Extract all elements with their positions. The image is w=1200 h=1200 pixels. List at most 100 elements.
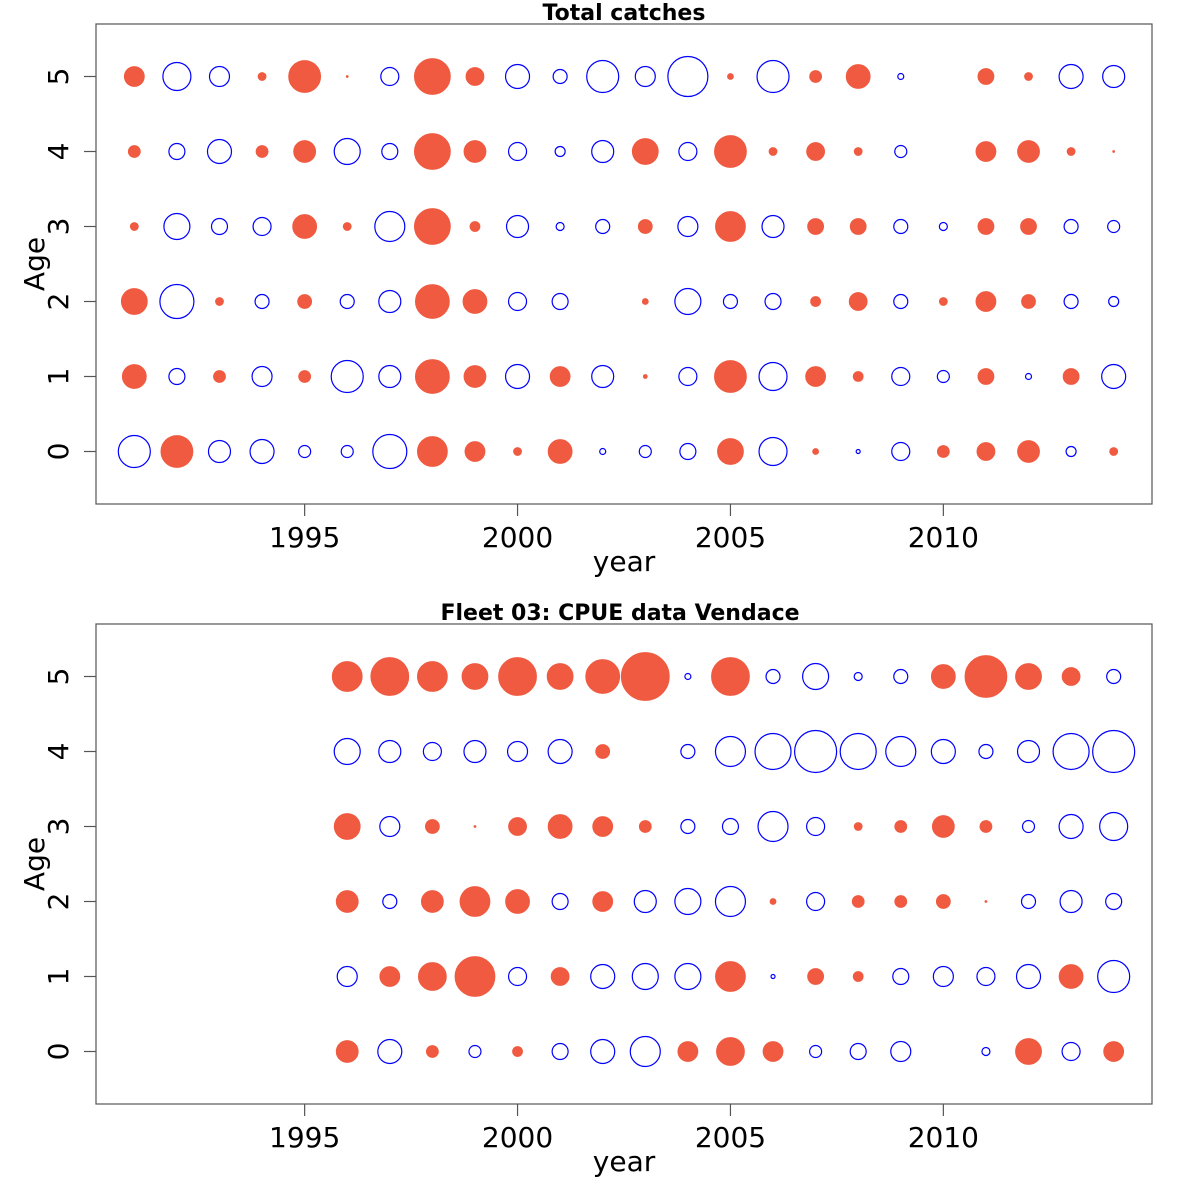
bubble-negative xyxy=(976,966,996,987)
bubble-marks xyxy=(117,55,1127,470)
bubble-negative xyxy=(938,221,948,232)
bubble-negative xyxy=(677,215,699,238)
x-tick-label: 2005 xyxy=(695,521,766,554)
bubble-positive xyxy=(853,822,863,831)
bubble-negative xyxy=(1020,893,1037,910)
bubble-negative xyxy=(885,735,917,768)
bubble-positive xyxy=(335,1040,359,1063)
bubble-negative xyxy=(591,364,615,389)
bubble-positive xyxy=(547,439,573,464)
bubble-negative xyxy=(894,144,908,159)
bubble-negative xyxy=(1058,813,1084,840)
bubble-positive xyxy=(215,297,224,306)
bubble-positive xyxy=(417,962,447,991)
bubble-negative xyxy=(591,139,615,164)
bubble-negative xyxy=(981,1046,991,1057)
bubble-negative xyxy=(330,359,364,394)
bubble-negative xyxy=(507,291,528,312)
bubble-negative xyxy=(629,1035,661,1068)
bubble-negative xyxy=(674,887,702,916)
bubble-positive xyxy=(592,816,614,837)
x-axis: 1995 2000 2005 2010 xyxy=(269,1104,979,1154)
bubble-positive xyxy=(977,218,995,235)
bubble-positive xyxy=(894,895,908,908)
bubble-positive xyxy=(894,820,908,833)
bubble-positive xyxy=(424,819,440,834)
bubble-negative xyxy=(1065,445,1077,458)
bubble-negative xyxy=(756,59,790,94)
bubble-negative xyxy=(507,966,528,987)
bubble-positive xyxy=(638,820,652,833)
bubble-negative xyxy=(551,1042,569,1061)
bubble-negative xyxy=(680,818,696,835)
bubble-positive xyxy=(853,147,863,156)
bubble-negative xyxy=(1092,729,1136,774)
bubble-negative xyxy=(1108,295,1120,308)
bubble-negative xyxy=(892,967,910,986)
bubble-positive xyxy=(498,657,537,696)
y-tick-label: 2 xyxy=(42,293,75,311)
bubble-positive xyxy=(592,891,614,912)
bubble-positive xyxy=(620,652,670,701)
bubble-negative xyxy=(849,1042,867,1061)
bubble-negative xyxy=(932,965,954,988)
bubble-positive xyxy=(631,138,659,165)
bubble-marks xyxy=(331,652,1136,1068)
bubble-positive xyxy=(292,214,318,239)
bubble-negative xyxy=(381,142,399,161)
bubble-negative xyxy=(333,737,361,766)
bubble-positive xyxy=(964,655,1008,698)
bubble-negative xyxy=(1015,963,1042,990)
bubble-positive xyxy=(716,1037,745,1066)
bubble-negative xyxy=(754,732,792,771)
bubble-positive xyxy=(1021,294,1036,309)
y-tick-label: 3 xyxy=(42,818,75,836)
bubble-positive xyxy=(762,1041,784,1062)
bubble-positive xyxy=(420,890,444,913)
bubble-negative xyxy=(802,662,830,691)
bubble-negative xyxy=(547,738,573,765)
bubble-negative xyxy=(208,65,231,88)
bubble-negative xyxy=(586,59,620,94)
bubble-positive xyxy=(845,64,871,89)
bubble-positive xyxy=(120,288,148,315)
bubble-positive xyxy=(849,218,867,235)
bubble-negative xyxy=(504,63,531,90)
y-axis-title: Age xyxy=(18,237,51,291)
x-tick-label: 2010 xyxy=(908,521,979,554)
bubble-positive xyxy=(465,67,485,86)
bubble-negative xyxy=(590,1038,616,1065)
bubble-negative xyxy=(631,962,659,991)
bubble-negative xyxy=(378,289,402,314)
bubble-negative xyxy=(506,740,529,763)
bubble-negative xyxy=(251,365,273,388)
bubble-positive xyxy=(1103,1041,1125,1062)
y-tick-label: 4 xyxy=(42,143,75,161)
bubble-positive xyxy=(977,68,995,85)
bubble-negative xyxy=(1107,219,1121,234)
bubble-negative xyxy=(893,218,909,235)
bubble-positive xyxy=(1062,368,1080,385)
bubble-positive xyxy=(807,968,825,985)
bubble-positive xyxy=(1017,140,1040,163)
bubble-positive xyxy=(938,297,948,306)
bubble-positive xyxy=(513,447,522,456)
bubble-negative xyxy=(159,283,195,320)
bubble-positive xyxy=(642,374,648,379)
bubble-negative xyxy=(551,292,569,311)
bubble-positive xyxy=(769,898,777,905)
bubble-positive xyxy=(1058,964,1084,989)
bubble-negative xyxy=(764,292,782,311)
bubble-positive xyxy=(585,659,621,694)
y-tick-label: 0 xyxy=(42,443,75,461)
bubble-negative xyxy=(380,66,400,87)
bubble-negative xyxy=(599,447,607,456)
bubble-negative xyxy=(758,361,788,392)
x-tick-label: 2010 xyxy=(908,1121,979,1154)
bubble-negative xyxy=(1063,293,1079,310)
bubble-negative xyxy=(678,141,698,162)
bubble-negative xyxy=(806,891,826,912)
bubble-positive xyxy=(413,58,451,95)
bubble-positive xyxy=(806,142,826,161)
bubble-positive xyxy=(976,442,996,461)
